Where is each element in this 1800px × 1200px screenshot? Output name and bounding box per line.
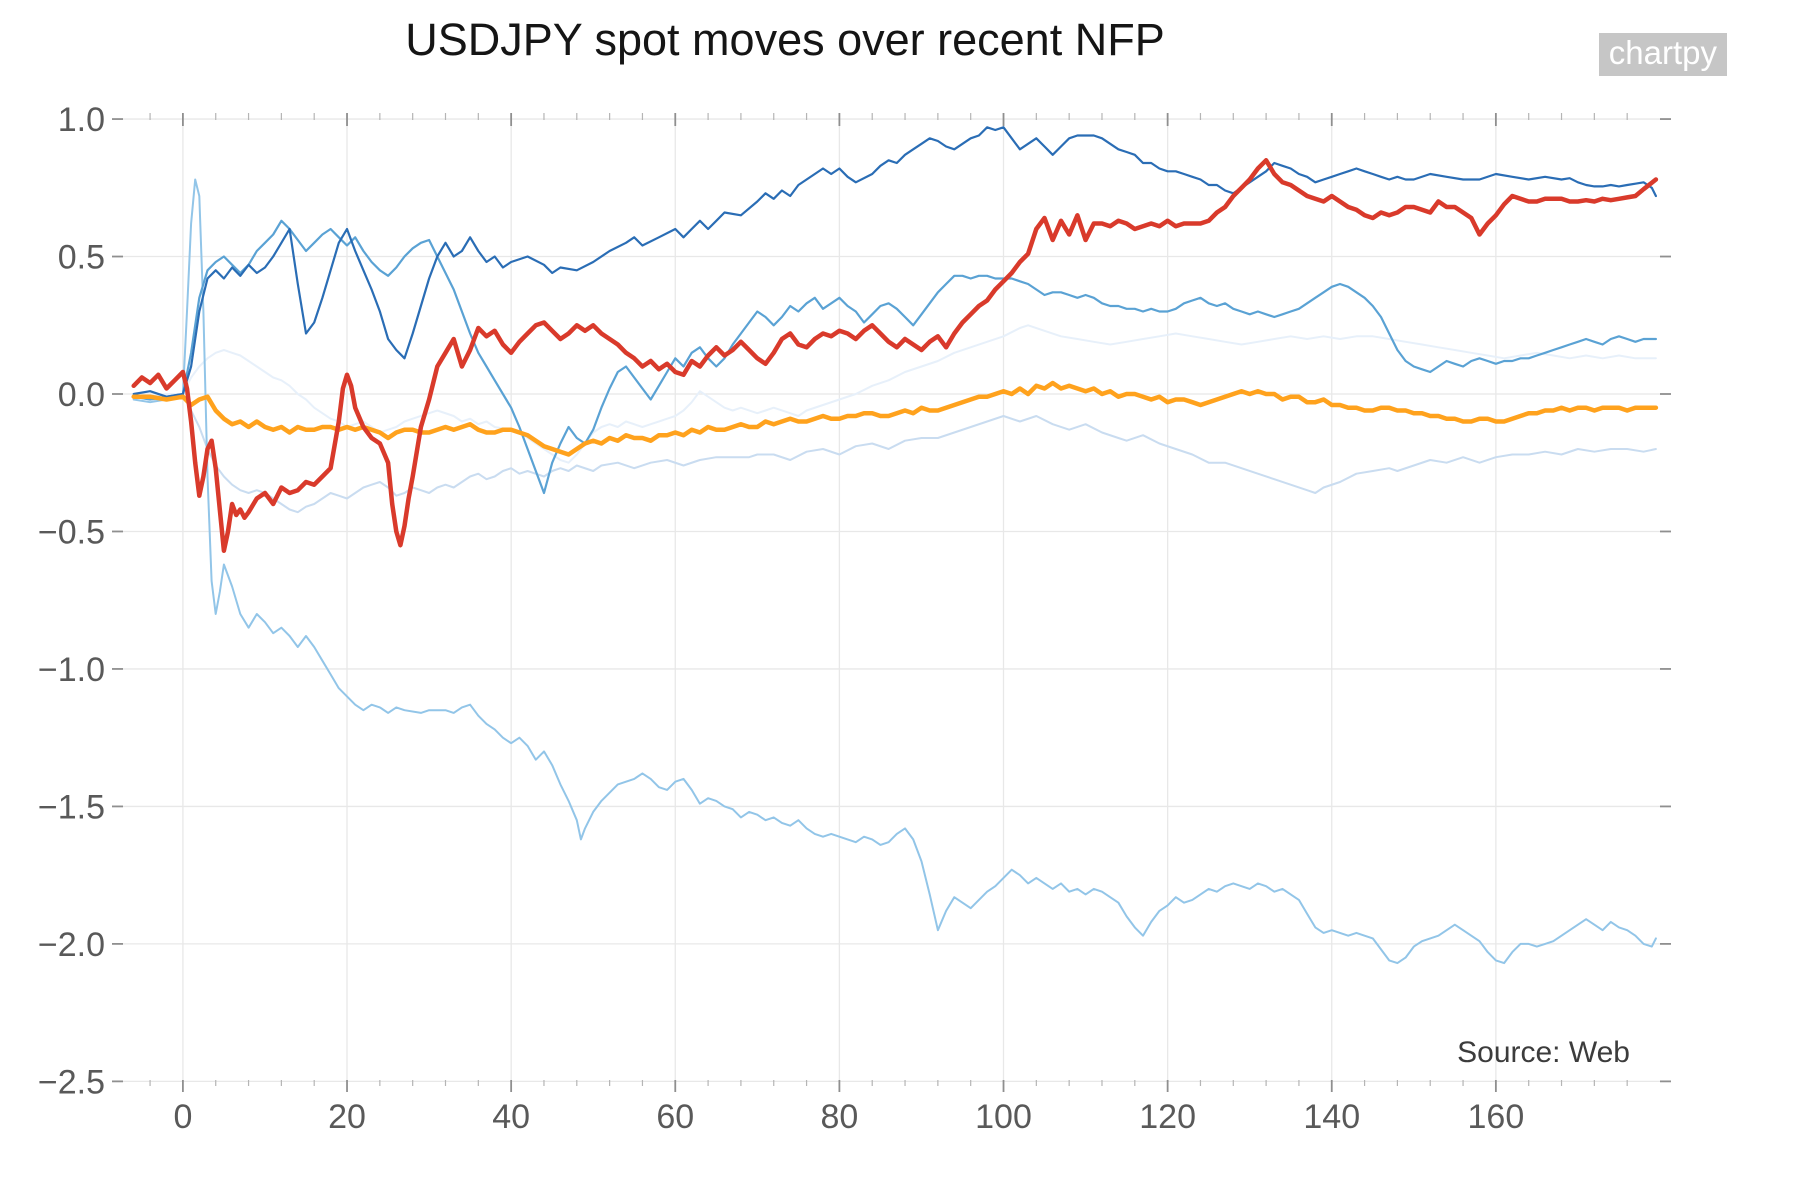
series-red-latest: [131, 158, 1659, 553]
y-tick-label: −2.5: [38, 1063, 105, 1101]
source-note: Source: Web: [1457, 1036, 1630, 1069]
series-blue-faintest: [132, 324, 1657, 464]
x-tick-label: 140: [1303, 1098, 1360, 1136]
series-blue-medium: [132, 219, 1658, 495]
chart-title: USDJPY spot moves over recent NFP: [405, 14, 1165, 65]
series-blue-light: [132, 178, 1657, 965]
x-tick-label: 40: [492, 1098, 530, 1136]
x-tick-label: 80: [820, 1098, 858, 1136]
series-blue-faint: [132, 393, 1657, 514]
y-tick-label: 0.5: [58, 239, 105, 277]
y-tick-label: −0.5: [38, 513, 105, 551]
chartpy-watermark: chartpy: [1598, 33, 1727, 77]
x-tick-label: 0: [173, 1098, 192, 1136]
series-blue-dark: [132, 126, 1658, 398]
x-tick-label: 20: [328, 1098, 366, 1136]
y-tick-label: −2.0: [38, 926, 105, 964]
y-tick-label: −1.5: [38, 788, 105, 826]
x-tick-label: 60: [656, 1098, 694, 1136]
x-tick-label: 120: [1139, 1098, 1196, 1136]
x-tick-label: 160: [1468, 1098, 1525, 1136]
y-tick-label: 1.0: [58, 101, 105, 139]
y-tick-label: 0.0: [58, 376, 105, 414]
series-orange-average: [131, 380, 1659, 457]
y-tick-label: −1.0: [38, 651, 105, 689]
x-tick-label: 100: [975, 1098, 1032, 1136]
